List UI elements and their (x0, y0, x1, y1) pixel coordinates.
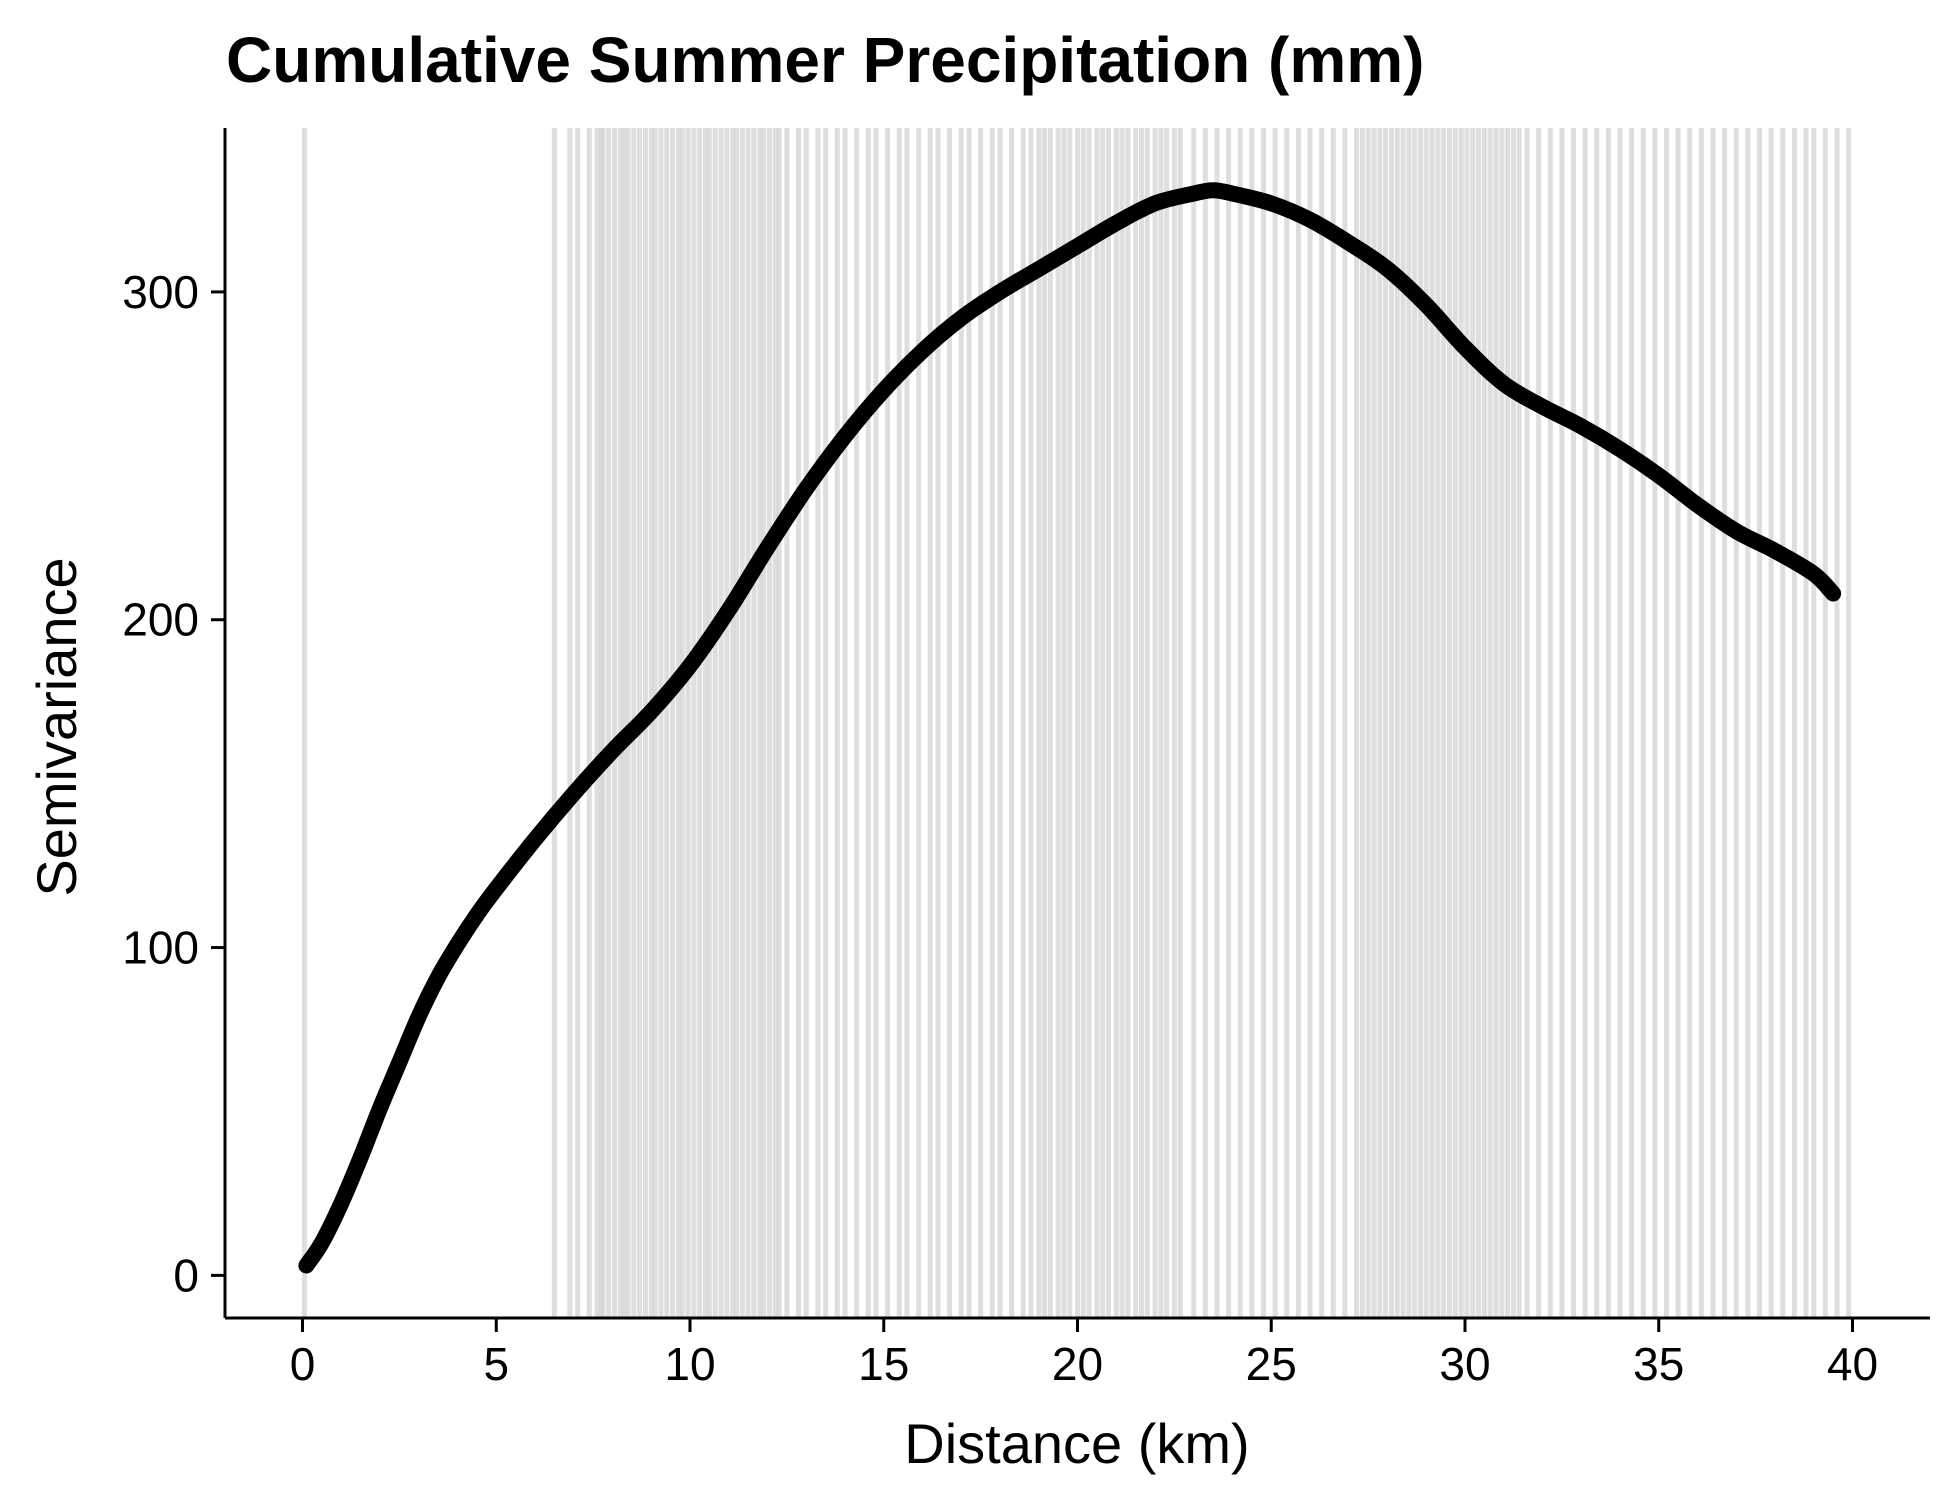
line-layer (298, 182, 1842, 1274)
axes-layer: 0 5 10 15 20 25 30 35 40 0 100 200 300 (122, 128, 1930, 1390)
y-axis-title: Semivariance (25, 557, 88, 896)
y-tick-label: 200 (122, 594, 199, 646)
x-tick-label: 15 (858, 1338, 909, 1390)
x-axis-title: Distance (km) (904, 1412, 1249, 1475)
rug-layer (301, 128, 1852, 1318)
x-tick-label: 20 (1052, 1338, 1103, 1390)
x-tick-label: 0 (290, 1338, 316, 1390)
y-tick-label: 100 (122, 922, 199, 974)
x-tick-label: 5 (483, 1338, 509, 1390)
x-tick-label: 35 (1633, 1338, 1684, 1390)
x-tick-label: 25 (1246, 1338, 1297, 1390)
x-tick-label: 30 (1439, 1338, 1490, 1390)
x-tick-label: 40 (1827, 1338, 1878, 1390)
y-tick-label: 300 (122, 266, 199, 318)
chart-title: Cumulative Summer Precipitation (mm) (226, 24, 1424, 96)
y-tick-label: 0 (173, 1249, 199, 1301)
x-tick-label: 10 (664, 1338, 715, 1390)
semivariance-line (298, 182, 1842, 1274)
